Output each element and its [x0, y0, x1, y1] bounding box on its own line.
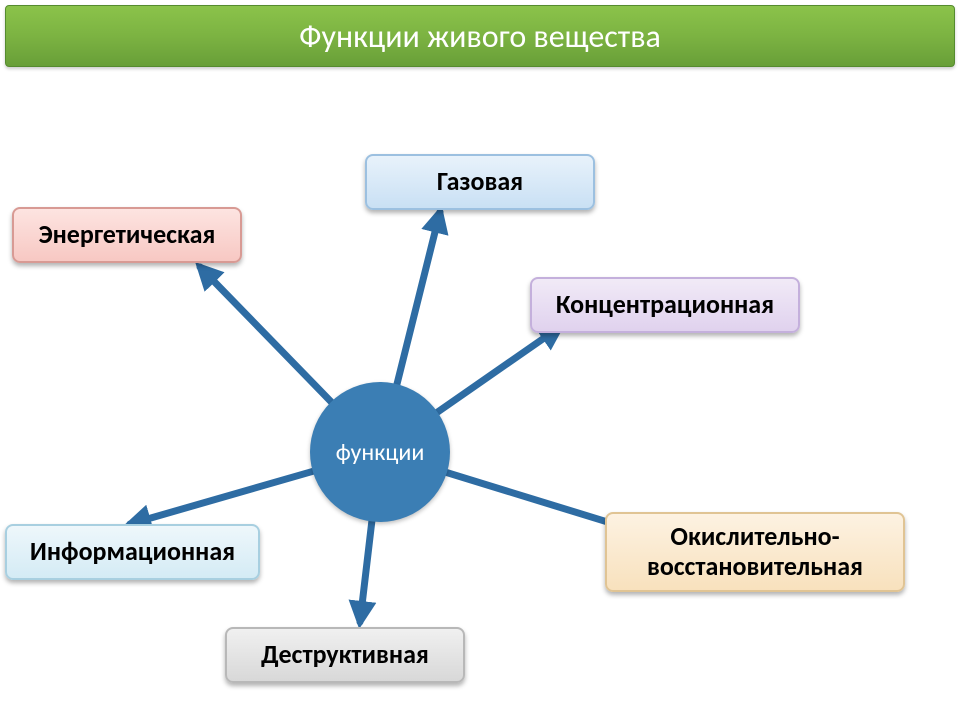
node-concentration: Концентрационная	[530, 277, 800, 333]
diagram: функции Энергетическая Газовая Концентраци…	[0, 72, 960, 720]
node-redox: Окислительно- восстановительная	[605, 512, 905, 592]
node-destructive: Деструктивная	[225, 627, 465, 683]
node-energy: Энергетическая	[12, 207, 242, 263]
node-label: Энергетическая	[39, 220, 216, 250]
node-label: Деструктивная	[261, 640, 429, 670]
node-information: Информационная	[5, 524, 260, 580]
node-label: Окислительно- восстановительная	[647, 522, 863, 582]
page-title: Функции живого вещества	[299, 17, 661, 56]
node-label: Газовая	[437, 167, 523, 197]
center-node: функции	[310, 382, 450, 522]
node-gas: Газовая	[365, 154, 595, 210]
node-label: Информационная	[30, 537, 235, 567]
title-bar: Функции живого вещества	[5, 5, 955, 67]
center-label: функции	[336, 438, 425, 467]
node-label: Концентрационная	[556, 290, 774, 320]
